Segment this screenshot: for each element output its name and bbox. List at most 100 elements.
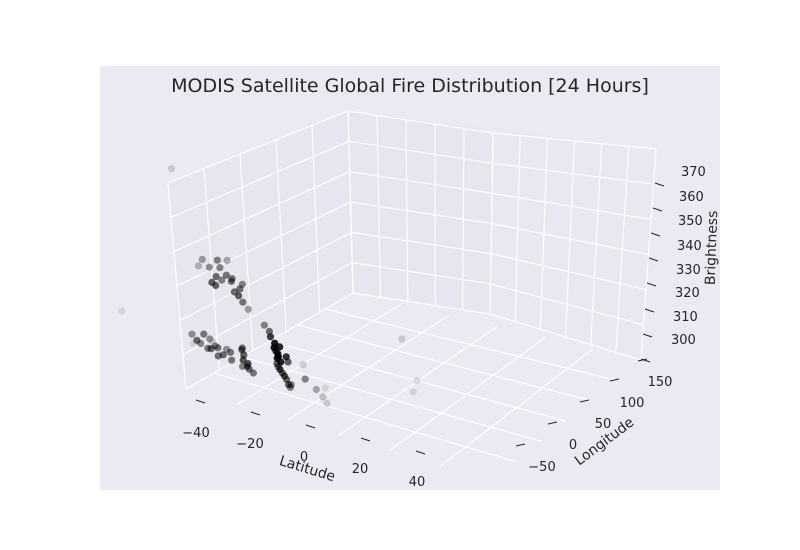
z-tick-label: 320 bbox=[675, 286, 700, 301]
z-tick-label: 350 bbox=[678, 214, 703, 229]
fire-point bbox=[211, 342, 219, 350]
fire-point bbox=[284, 358, 292, 366]
x-tick-label: 20 bbox=[352, 462, 369, 477]
fire-point bbox=[265, 327, 273, 335]
left-wall-gridline bbox=[170, 140, 350, 218]
fire-point bbox=[226, 348, 235, 356]
right-wall-gridline bbox=[490, 253, 647, 291]
fire-point bbox=[276, 365, 284, 374]
x-tick-label: −20 bbox=[236, 437, 263, 452]
y-tick-mark bbox=[579, 399, 590, 403]
fire-point bbox=[239, 356, 247, 364]
z-tick-mark bbox=[654, 182, 665, 187]
z-tick-label: 330 bbox=[676, 263, 701, 278]
x-tick-mark bbox=[250, 411, 261, 416]
fire-point bbox=[167, 165, 176, 173]
fire-point bbox=[212, 281, 220, 290]
fire-point bbox=[266, 333, 275, 341]
fire-point bbox=[214, 344, 222, 352]
back-wall-gridline bbox=[348, 140, 493, 164]
z-tick-mark bbox=[646, 282, 657, 287]
x-tick-labels: −40 −20 0 20 40 bbox=[182, 426, 425, 490]
fire-point bbox=[280, 372, 288, 380]
fire-point bbox=[238, 344, 246, 352]
fire-point bbox=[287, 381, 295, 389]
fire-point bbox=[188, 330, 196, 338]
y-tick-mark bbox=[547, 421, 558, 425]
z-tick-label: 300 bbox=[671, 333, 696, 348]
back-wall-gridline bbox=[349, 171, 493, 194]
z-tick-label: 370 bbox=[681, 165, 706, 180]
left-wall-gridline bbox=[182, 262, 353, 356]
fire-point bbox=[204, 344, 212, 352]
fire-point bbox=[301, 375, 309, 383]
y-tick-label: 50 bbox=[595, 417, 612, 432]
fire-point bbox=[200, 330, 208, 338]
back-wall-gridline bbox=[347, 110, 494, 134]
fire-point bbox=[312, 385, 320, 394]
x-tick-label: −40 bbox=[182, 426, 209, 441]
z-tick-mark bbox=[648, 257, 659, 262]
y-tick-label: 150 bbox=[648, 375, 673, 390]
z-tick-label: 310 bbox=[673, 310, 698, 325]
fire-point bbox=[212, 273, 220, 281]
fire-point bbox=[193, 336, 201, 344]
fire-point bbox=[274, 352, 282, 361]
chart-title: MODIS Satellite Global Fire Distribution… bbox=[171, 75, 649, 97]
3d-panes bbox=[168, 111, 656, 389]
fire-point bbox=[299, 361, 307, 369]
y-tick-label: 0 bbox=[569, 438, 577, 453]
right-wall-gridline bbox=[491, 222, 649, 256]
x-tick-label: 40 bbox=[409, 475, 426, 490]
fire-point bbox=[323, 399, 331, 407]
y-tick-label: −50 bbox=[528, 460, 555, 475]
back-wall-pane bbox=[168, 111, 493, 389]
fire-point bbox=[260, 321, 268, 329]
fire-point bbox=[239, 362, 247, 370]
fire-point bbox=[208, 337, 216, 345]
x-tick-mark bbox=[305, 424, 316, 429]
right-wall-gridline bbox=[491, 192, 652, 220]
fire-point bbox=[321, 384, 329, 392]
x-tick-mark bbox=[360, 437, 371, 442]
fire-point bbox=[409, 388, 417, 396]
right-wall-gridline bbox=[490, 283, 644, 326]
floor-gridline bbox=[325, 308, 617, 381]
fire-point bbox=[249, 369, 257, 377]
left-wall-gridline bbox=[173, 171, 350, 253]
fire-point bbox=[413, 377, 421, 385]
fire-point bbox=[230, 288, 238, 296]
right-wall-pane bbox=[348, 111, 656, 360]
z-tick-mark bbox=[650, 232, 661, 237]
left-wall-gridline bbox=[179, 231, 352, 321]
back-wall-gridline bbox=[352, 262, 491, 285]
z-tick-mark bbox=[640, 358, 651, 363]
y-tick-mark bbox=[609, 378, 620, 382]
z-tick-mark bbox=[644, 308, 655, 313]
y-tick-mark bbox=[515, 443, 526, 447]
fire-point bbox=[218, 276, 226, 284]
fire-point bbox=[206, 335, 214, 343]
fire-point bbox=[238, 280, 246, 288]
z-tick-label: 360 bbox=[679, 190, 704, 205]
tick-marks bbox=[195, 182, 665, 455]
data-points bbox=[118, 165, 421, 407]
z-tick-labels: 300 310 320 330 340 350 360 370 bbox=[671, 165, 706, 348]
x-tick-mark bbox=[415, 450, 426, 455]
back-wall-gridline bbox=[350, 201, 492, 225]
fire-point bbox=[198, 255, 206, 263]
fire-point bbox=[236, 285, 244, 293]
z-axis-label: Brightness bbox=[703, 210, 722, 285]
fire-point bbox=[319, 393, 327, 401]
fire-point bbox=[213, 256, 221, 264]
z-tick-mark bbox=[642, 333, 653, 338]
z-tick-label: 340 bbox=[677, 239, 702, 254]
fire-point bbox=[194, 262, 203, 270]
fire-point bbox=[276, 343, 284, 351]
fire-point bbox=[118, 307, 126, 315]
right-wall-gridline bbox=[489, 313, 642, 361]
fire-point bbox=[222, 271, 230, 279]
y-tick-label: 100 bbox=[620, 396, 645, 411]
grid-lines bbox=[167, 110, 657, 467]
